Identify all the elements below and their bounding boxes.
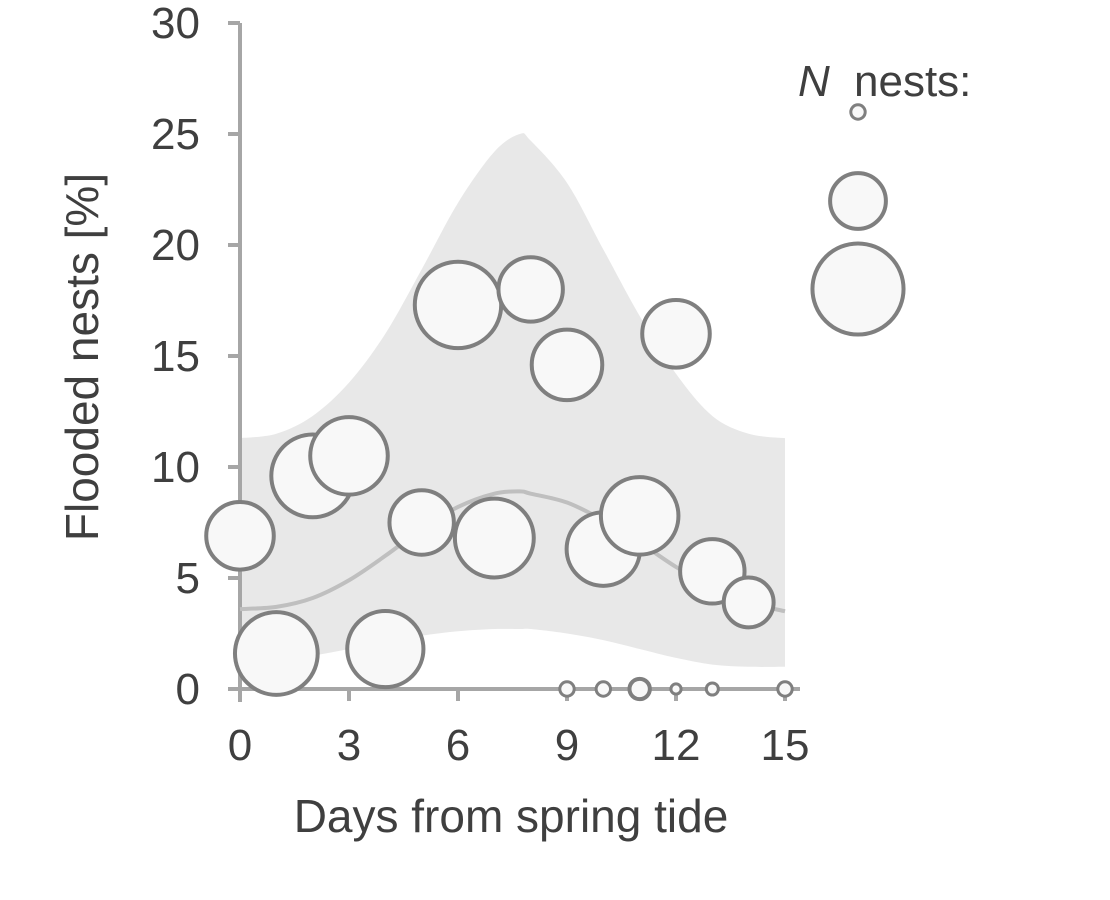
y-ticks: 0 5 10 15 20 25 30 <box>151 0 240 714</box>
legend-title-rest: nests: <box>854 57 971 106</box>
x-axis: 0 3 6 9 12 15 <box>228 687 810 770</box>
legend-title-italic: N <box>798 57 830 106</box>
data-point <box>345 608 426 690</box>
data-point <box>627 676 652 702</box>
y-tick-label: 10 <box>151 443 200 492</box>
legend-size-marker <box>828 171 888 231</box>
data-point <box>640 298 712 370</box>
data-point <box>669 682 683 696</box>
x-tick-label: 12 <box>652 721 701 770</box>
data-point <box>529 327 605 403</box>
legend-size-marker <box>810 241 906 337</box>
data-point <box>704 681 720 697</box>
data-point <box>558 680 576 698</box>
y-axis-title: Flooded nests [%] <box>56 173 108 541</box>
legend: N nests: <box>798 57 971 337</box>
x-tick-label: 15 <box>761 721 810 770</box>
y-tick-label: 30 <box>151 0 200 48</box>
data-point <box>412 259 504 351</box>
data-point <box>452 496 536 580</box>
data-point <box>232 610 320 697</box>
legend-title: N nests: <box>798 57 971 106</box>
legend-size-examples <box>810 103 906 337</box>
x-tick-label: 9 <box>555 721 579 770</box>
x-tick-label: 0 <box>228 721 252 770</box>
x-tick-label: 6 <box>446 721 470 770</box>
y-axis: 0 5 10 15 20 25 30 <box>151 0 242 714</box>
y-tick-label: 25 <box>151 110 200 159</box>
x-ticks: 0 3 6 9 12 15 <box>228 689 810 770</box>
y-tick-label: 20 <box>151 221 200 270</box>
data-point <box>308 415 390 497</box>
data-point <box>496 255 565 324</box>
y-tick-label: 0 <box>176 665 200 714</box>
data-points <box>204 255 794 702</box>
plot-area: 0 3 6 9 12 15 0 5 10 15 20 25 30 <box>151 0 809 770</box>
data-point <box>721 575 776 630</box>
data-point <box>594 680 613 698</box>
x-axis-title: Days from spring tide <box>294 790 729 842</box>
data-point <box>387 488 456 557</box>
x-tick-label: 3 <box>337 721 361 770</box>
data-point <box>776 680 794 698</box>
data-point <box>598 475 681 557</box>
y-tick-label: 15 <box>151 332 200 381</box>
y-tick-label: 5 <box>176 554 200 603</box>
legend-size-marker <box>849 103 867 121</box>
data-point <box>204 500 276 572</box>
